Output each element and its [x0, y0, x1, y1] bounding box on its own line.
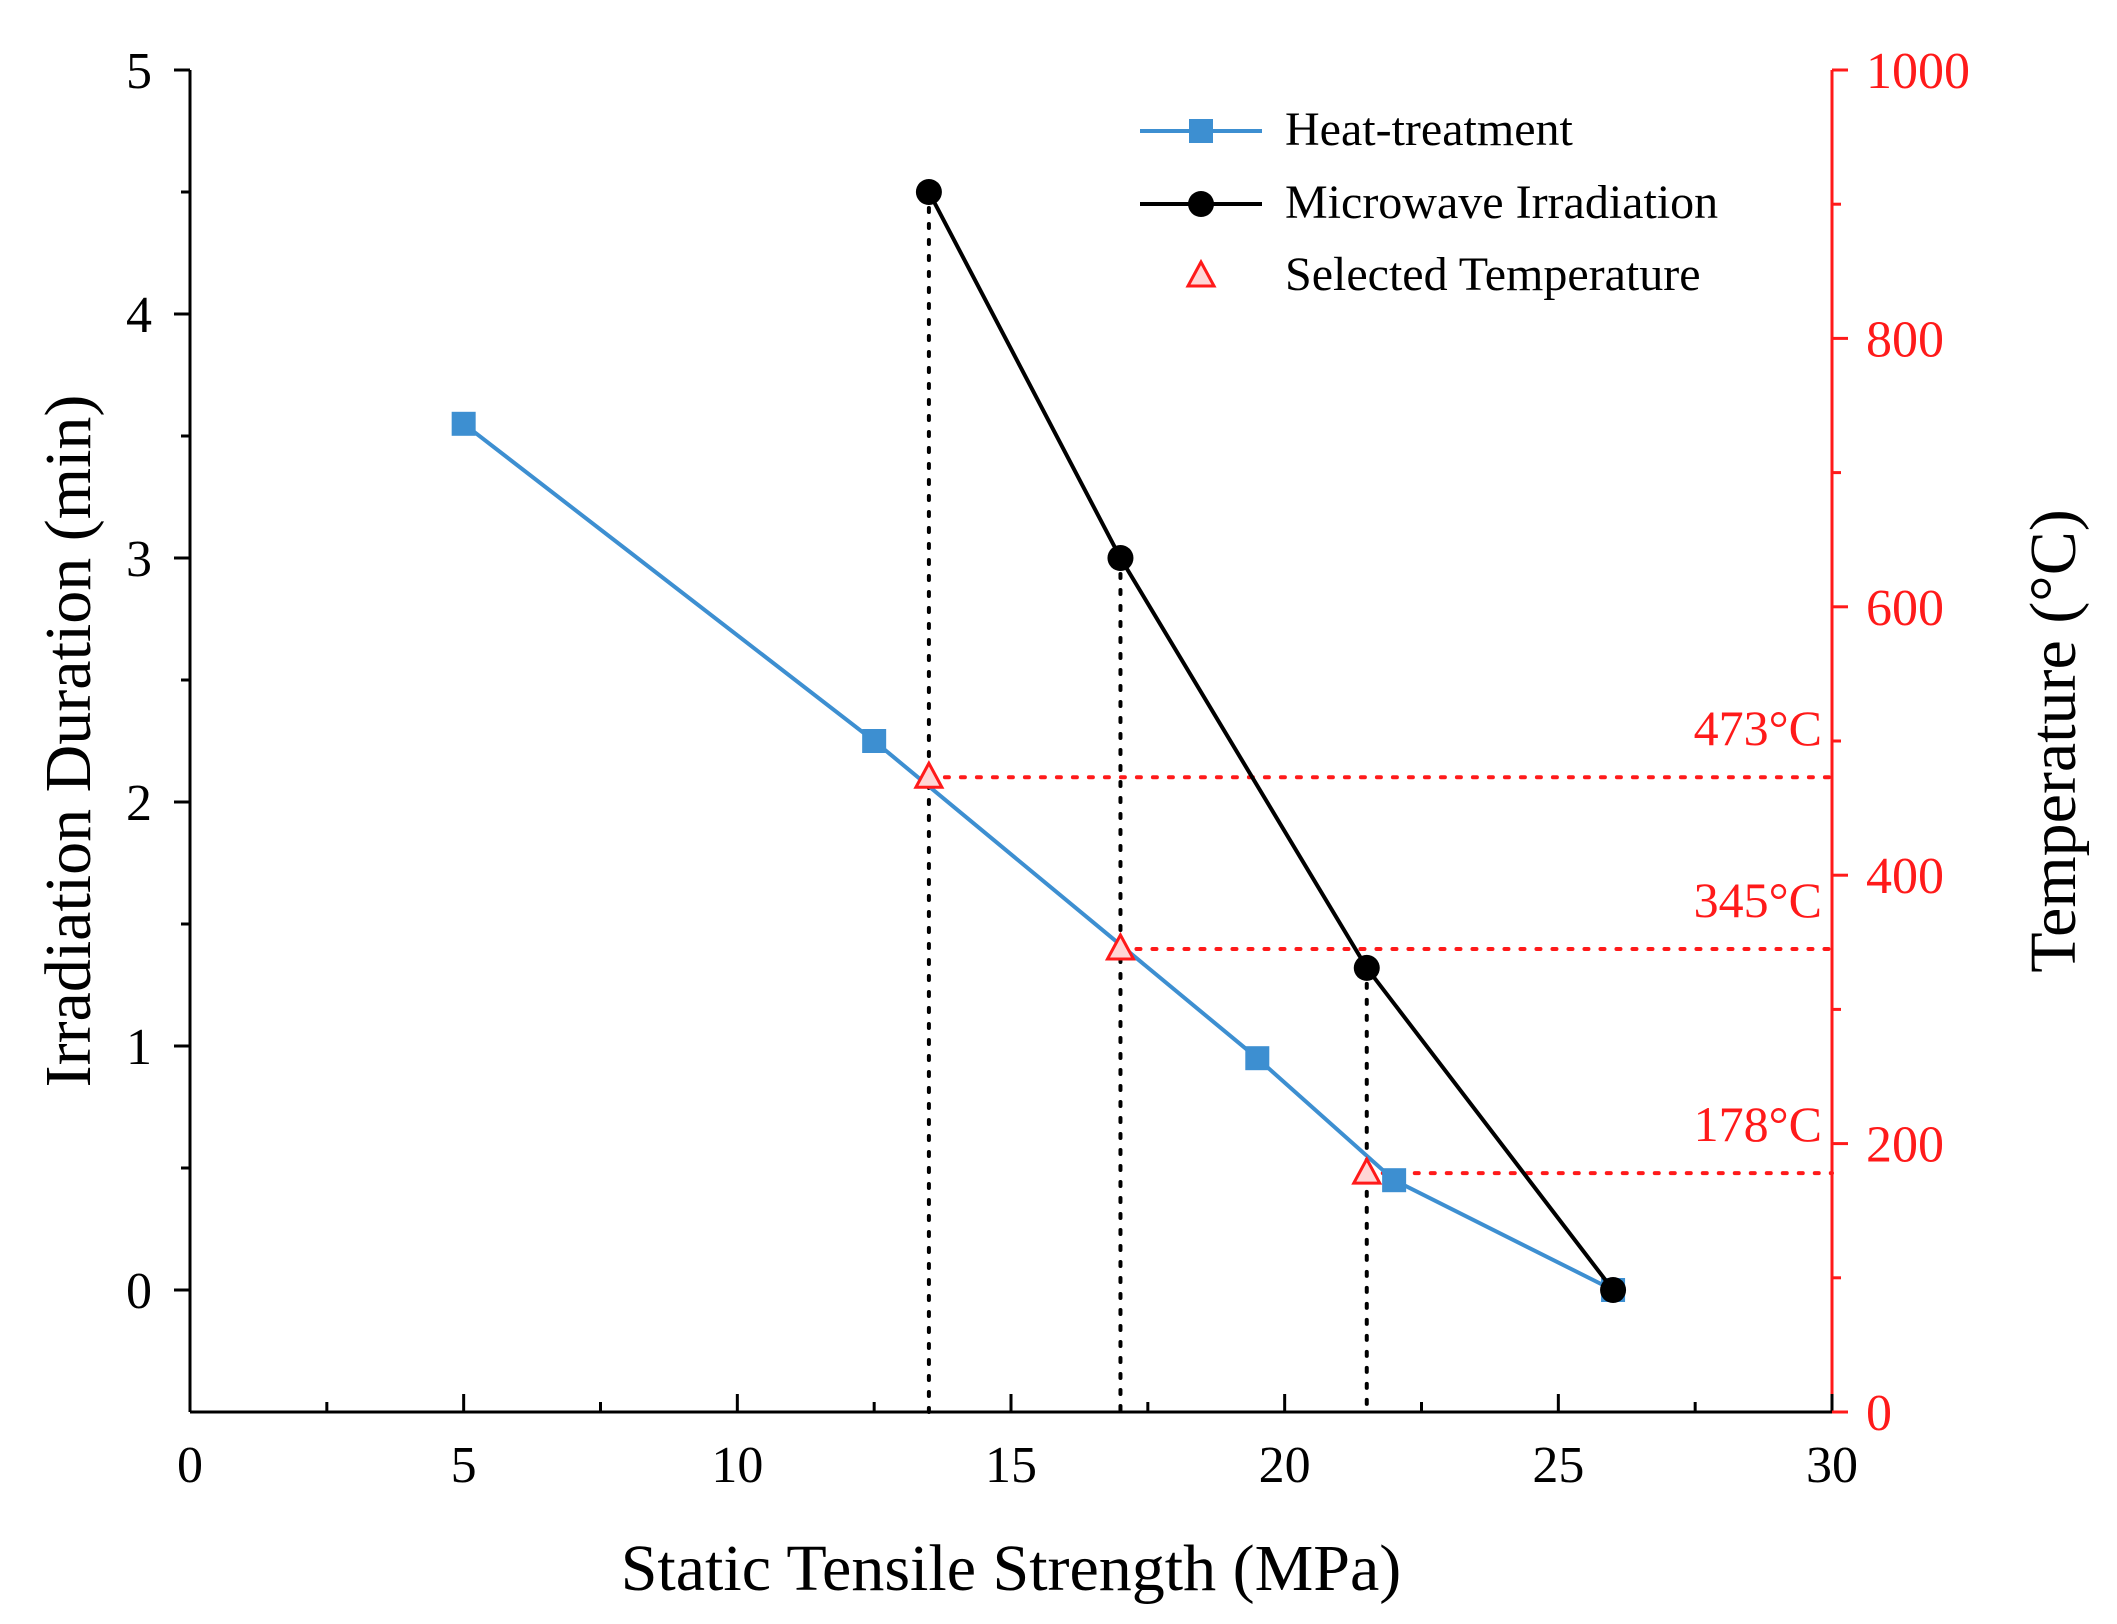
selected-temperature-point: [1104, 931, 1136, 961]
y2-tick-label: 600: [1866, 580, 1944, 637]
legend-selected-label: Selected Temperature: [1285, 248, 1701, 301]
heat-treatment-line: [462, 422, 1614, 1292]
legend-heat-marker: [1189, 119, 1213, 143]
temperature-label: 345°C: [1694, 872, 1822, 928]
y2-tick-label: 200: [1866, 1117, 1944, 1174]
y2-tick-label: 800: [1866, 311, 1944, 368]
y2-axis-title: Temperature (°C): [2017, 509, 2090, 972]
y-tick-label: 0: [126, 1263, 152, 1320]
y2-tick-label: 400: [1866, 848, 1944, 905]
heat-treatment-point: [1382, 1168, 1407, 1193]
y-tick-label: 4: [126, 287, 152, 344]
legend-selected-marker: [1185, 258, 1217, 288]
x-tick-label: 20: [1259, 1437, 1311, 1494]
heat-treatment-point: [451, 411, 476, 436]
y-axis-title: Irradiation Duration (min): [32, 395, 105, 1088]
legend-micro-label: Microwave Irradiation: [1285, 176, 1718, 229]
heat-treatment-point: [1245, 1046, 1270, 1071]
x-tick-label: 25: [1532, 1437, 1584, 1494]
y-tick-label: 5: [126, 43, 152, 100]
y-tick-label: 2: [126, 775, 152, 832]
x-tick-label: 30: [1806, 1437, 1858, 1494]
legend-heat-label: Heat-treatment: [1285, 103, 1574, 156]
y-tick-label: 3: [126, 531, 152, 588]
y2-tick-label: 1000: [1866, 43, 1970, 100]
x-tick-label: 5: [451, 1437, 477, 1494]
x-tick-label: 10: [711, 1437, 763, 1494]
selected-temperature-point: [913, 760, 945, 789]
x-axis-title: Static Tensile Strength (MPa): [621, 1532, 1402, 1605]
y-tick-label: 1: [126, 1019, 152, 1076]
legend-micro-marker: [1188, 191, 1214, 217]
temperature-label: 178°C: [1694, 1096, 1822, 1152]
heat-treatment-point: [862, 729, 887, 753]
microwave-point: [1353, 954, 1380, 981]
temperature-label: 473°C: [1694, 700, 1822, 756]
microwave-point: [1600, 1277, 1627, 1303]
microwave-point: [915, 179, 942, 205]
y2-tick-label: 0: [1866, 1385, 1892, 1442]
selected-temperature-point: [1351, 1155, 1383, 1185]
x-tick-label: 0: [177, 1437, 203, 1494]
x-tick-label: 15: [985, 1437, 1037, 1494]
microwave-line: [927, 191, 1615, 1292]
microwave-point: [1107, 545, 1134, 571]
